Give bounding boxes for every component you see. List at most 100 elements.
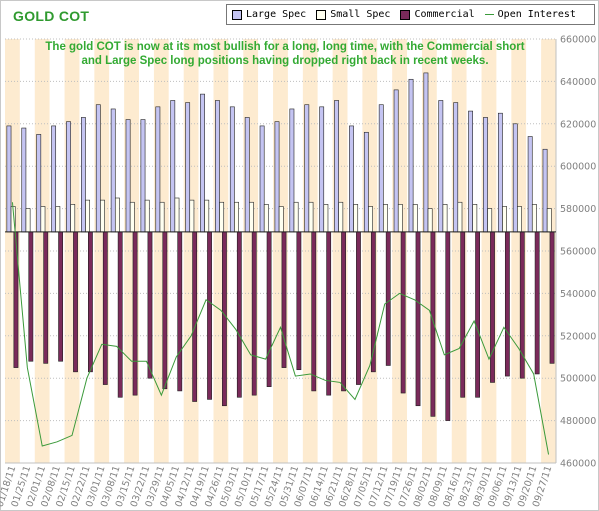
bar-small-spec xyxy=(144,199,150,233)
bar-small-spec xyxy=(517,206,522,233)
bar-commercial xyxy=(88,231,93,373)
bar-commercial xyxy=(58,231,64,362)
y-tick-label: 520000 xyxy=(560,331,596,342)
bar-commercial xyxy=(117,231,123,398)
bar-small-spec xyxy=(442,204,448,233)
chart-annotation: The gold COT is now at its most bullish … xyxy=(45,41,525,67)
bar-large-spec xyxy=(468,110,473,233)
bar-large-spec xyxy=(244,117,250,233)
y-tick-label: 480000 xyxy=(560,416,596,427)
bar-commercial xyxy=(400,231,406,394)
bar-commercial xyxy=(222,231,227,407)
bar-small-spec xyxy=(189,199,195,233)
bar-large-spec xyxy=(304,104,310,233)
bar-small-spec xyxy=(219,201,225,233)
bar-small-spec xyxy=(338,201,344,233)
bar-commercial xyxy=(326,231,332,396)
bar-large-spec xyxy=(423,72,429,233)
legend-label-commercial: Commercial xyxy=(414,9,475,20)
bar-large-spec xyxy=(200,93,205,233)
legend-label-small-spec: Small Spec xyxy=(330,9,391,20)
legend-line-open-interest xyxy=(484,14,494,15)
bar-commercial xyxy=(445,231,451,421)
bar-small-spec xyxy=(531,204,537,233)
bar-small-spec xyxy=(278,206,284,233)
bar-small-spec xyxy=(204,199,210,233)
bar-small-spec xyxy=(55,206,61,233)
bar-large-spec xyxy=(512,123,518,233)
legend-swatch-large-spec xyxy=(232,9,242,20)
bar-large-spec xyxy=(81,117,86,233)
y-tick-label: 500000 xyxy=(560,374,596,385)
bar-large-spec xyxy=(334,100,339,233)
bar-commercial xyxy=(549,231,555,364)
bar-commercial xyxy=(311,231,317,392)
bar-commercial xyxy=(162,231,168,390)
bar-small-spec xyxy=(546,208,552,233)
bar-small-spec xyxy=(472,204,478,233)
bar-large-spec xyxy=(66,121,71,233)
bar-large-spec xyxy=(95,104,101,233)
bar-large-spec xyxy=(542,148,548,233)
bar-small-spec xyxy=(114,197,120,233)
bar-commercial xyxy=(460,231,466,398)
bar-commercial xyxy=(504,231,510,377)
bar-large-spec xyxy=(483,117,488,233)
bar-small-spec xyxy=(487,208,493,233)
bar-commercial xyxy=(207,231,212,400)
bar-large-spec xyxy=(453,102,459,233)
bar-small-spec xyxy=(25,208,31,233)
bar-large-spec xyxy=(274,121,280,233)
bar-small-spec xyxy=(383,204,388,233)
chart-title: GOLD COT xyxy=(13,8,90,24)
bar-large-spec xyxy=(349,125,354,233)
bar-small-spec xyxy=(85,199,91,233)
bar-commercial xyxy=(251,231,257,396)
bar-large-spec xyxy=(527,136,533,233)
legend-swatch-small-spec xyxy=(316,9,327,20)
bar-small-spec xyxy=(174,197,180,233)
bar-small-spec xyxy=(368,206,373,233)
bar-small-spec xyxy=(457,201,463,233)
bar-commercial xyxy=(341,231,346,392)
bar-small-spec xyxy=(70,204,76,233)
y-tick-label: 620000 xyxy=(560,119,596,130)
bar-large-spec xyxy=(229,106,235,233)
bar-commercial xyxy=(266,231,272,387)
bar-commercial xyxy=(192,231,198,402)
bar-large-spec xyxy=(6,125,12,233)
bar-commercial xyxy=(281,231,287,368)
bar-small-spec xyxy=(129,201,135,233)
bar-commercial xyxy=(415,231,421,407)
bar-small-spec xyxy=(159,201,165,233)
legend-label-open-interest: Open Interest xyxy=(497,9,576,20)
bar-large-spec xyxy=(170,100,176,233)
bar-commercial xyxy=(177,231,183,392)
bar-commercial xyxy=(356,231,361,385)
bar-commercial xyxy=(236,231,242,398)
line-open-interest xyxy=(11,202,550,455)
bar-large-spec xyxy=(438,100,444,233)
bar-large-spec xyxy=(319,106,325,233)
y-tick-label: 460000 xyxy=(560,459,596,470)
y-tick-label: 580000 xyxy=(560,204,596,215)
bar-large-spec xyxy=(185,102,191,233)
legend-swatch-commercial xyxy=(400,9,411,20)
bar-commercial xyxy=(147,231,153,379)
bar-small-spec xyxy=(100,199,105,233)
y-tick-label: 640000 xyxy=(560,77,596,88)
bar-large-spec xyxy=(140,119,146,233)
y-tick-label: 600000 xyxy=(560,162,596,173)
bar-commercial xyxy=(534,231,540,375)
bar-small-spec xyxy=(234,201,239,233)
bar-commercial xyxy=(43,231,49,364)
bar-commercial xyxy=(296,231,302,371)
bar-commercial xyxy=(475,231,480,398)
bar-commercial xyxy=(102,231,108,385)
bar-small-spec xyxy=(427,208,433,233)
legend-item-large-spec: Large Spec xyxy=(232,9,306,20)
y-tick-label: 540000 xyxy=(560,289,596,300)
bar-large-spec xyxy=(497,112,503,233)
legend-item-small-spec: Small Spec xyxy=(316,9,390,20)
